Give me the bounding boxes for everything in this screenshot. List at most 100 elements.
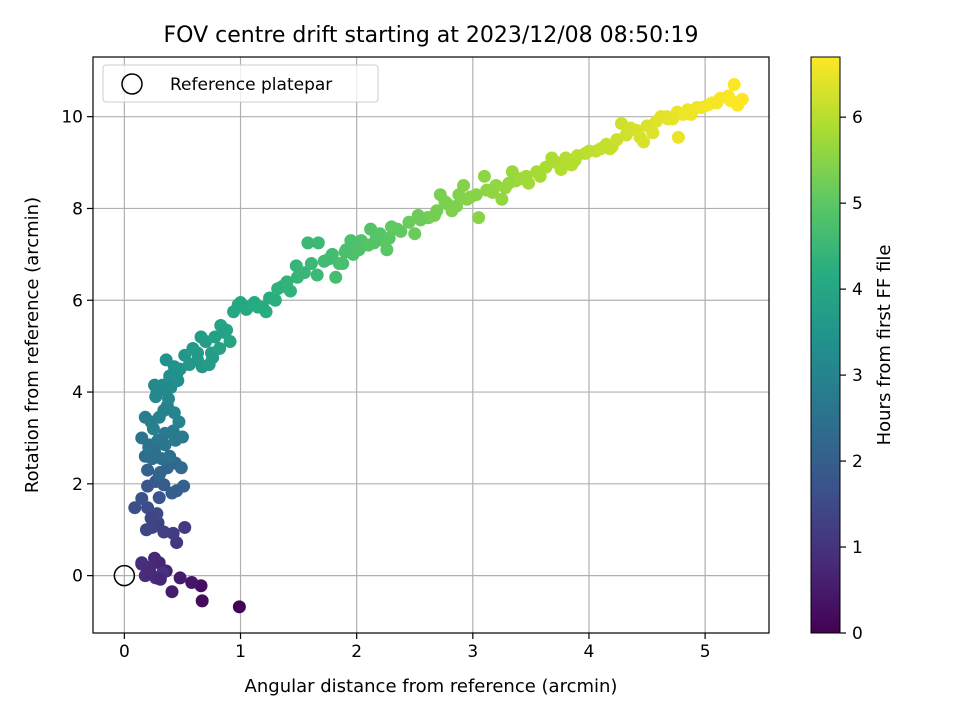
- data-point: [408, 227, 422, 241]
- data-points: [128, 78, 749, 614]
- x-tick-label: 3: [467, 642, 478, 662]
- data-point: [594, 142, 608, 156]
- data-point: [637, 135, 651, 149]
- data-point: [144, 511, 158, 525]
- data-point: [486, 185, 500, 199]
- data-point: [153, 572, 167, 586]
- data-point: [495, 192, 509, 206]
- data-point: [135, 556, 149, 570]
- data-point: [217, 325, 231, 339]
- colorbar: [810, 56, 841, 634]
- data-point: [141, 463, 155, 477]
- legend-marker-icon: [121, 73, 143, 95]
- data-point: [268, 293, 282, 307]
- data-point: [382, 231, 396, 245]
- data-point: [128, 501, 142, 515]
- data-point: [684, 107, 698, 121]
- data-point: [414, 213, 428, 227]
- colorbar-ticks: 0 1 2 3 4 5 6: [840, 108, 863, 644]
- data-point: [170, 369, 184, 383]
- data-point: [227, 305, 241, 319]
- y-tick-label: 6: [72, 291, 83, 311]
- data-point: [168, 433, 182, 447]
- data-point: [145, 452, 159, 466]
- data-point: [158, 438, 172, 452]
- data-point: [294, 266, 308, 280]
- data-point: [172, 415, 186, 429]
- data-point: [311, 236, 325, 250]
- x-axis-label: Angular distance from reference (arcmin): [245, 676, 618, 697]
- data-point: [304, 257, 318, 271]
- data-point: [695, 100, 709, 114]
- data-point: [671, 130, 685, 144]
- data-point: [390, 222, 404, 236]
- data-point: [206, 351, 220, 365]
- legend-box: [102, 64, 379, 103]
- y-tick-label: 0: [72, 567, 83, 587]
- data-point: [533, 169, 547, 183]
- colorbar-tick-label: 5: [852, 194, 863, 214]
- data-point: [301, 236, 315, 250]
- data-point: [174, 461, 188, 475]
- x-tick-label: 0: [119, 642, 130, 662]
- data-point: [472, 211, 486, 225]
- colorbar-tick-label: 6: [852, 108, 863, 128]
- data-point: [727, 78, 741, 92]
- data-point: [582, 144, 596, 158]
- x-tick-label: 4: [584, 642, 595, 662]
- data-point: [624, 121, 638, 135]
- data-point: [144, 415, 158, 429]
- data-point: [152, 491, 166, 505]
- data-point: [163, 449, 177, 463]
- data-point: [159, 353, 173, 367]
- x-tick-label: 1: [235, 642, 246, 662]
- data-point: [310, 268, 324, 282]
- data-point: [251, 300, 265, 314]
- y-axis-label: Rotation from reference (arcmin): [22, 197, 43, 493]
- data-point: [165, 585, 179, 599]
- data-point: [367, 236, 381, 250]
- data-point: [445, 204, 459, 218]
- data-point: [322, 252, 336, 266]
- data-point: [142, 440, 156, 454]
- x-tick-label: 2: [351, 642, 362, 662]
- data-point: [402, 215, 416, 229]
- x-tick-label: 5: [700, 642, 711, 662]
- y-tick-label: 2: [72, 475, 83, 495]
- data-point: [338, 245, 352, 259]
- data-point: [191, 346, 205, 360]
- colorbar-tick-label: 2: [852, 452, 863, 472]
- data-point: [438, 195, 452, 209]
- axes: 0 1 2 3 4 5 0 2 4 6 8 10: [61, 108, 710, 662]
- data-point: [173, 571, 187, 585]
- data-point: [646, 126, 660, 140]
- data-point: [153, 465, 167, 479]
- data-point: [178, 520, 192, 534]
- data-point: [177, 479, 191, 493]
- data-point: [350, 240, 364, 254]
- data-point: [135, 492, 149, 506]
- data-point: [427, 208, 441, 222]
- y-tick-label: 8: [72, 199, 83, 219]
- y-tick-label: 10: [61, 108, 83, 128]
- data-point: [213, 341, 227, 355]
- data-point: [502, 176, 516, 190]
- chart-title: FOV centre drift starting at 2023/12/08 …: [164, 23, 699, 48]
- data-point: [157, 403, 171, 417]
- data-point: [713, 91, 727, 105]
- colorbar-tick-label: 3: [852, 366, 863, 386]
- reference-platepar-marker: [113, 564, 136, 587]
- legend[interactable]: Reference platepar: [102, 64, 379, 103]
- data-point: [185, 576, 199, 590]
- data-point: [161, 392, 175, 406]
- data-point: [271, 282, 285, 296]
- data-point: [477, 169, 491, 183]
- reference-marker-layer: [113, 564, 136, 587]
- colorbar-label: Hours from first FF file: [874, 245, 895, 446]
- data-point: [234, 296, 248, 310]
- data-point: [452, 188, 466, 202]
- legend-entry-reference: Reference platepar: [170, 75, 332, 95]
- data-point: [143, 566, 157, 580]
